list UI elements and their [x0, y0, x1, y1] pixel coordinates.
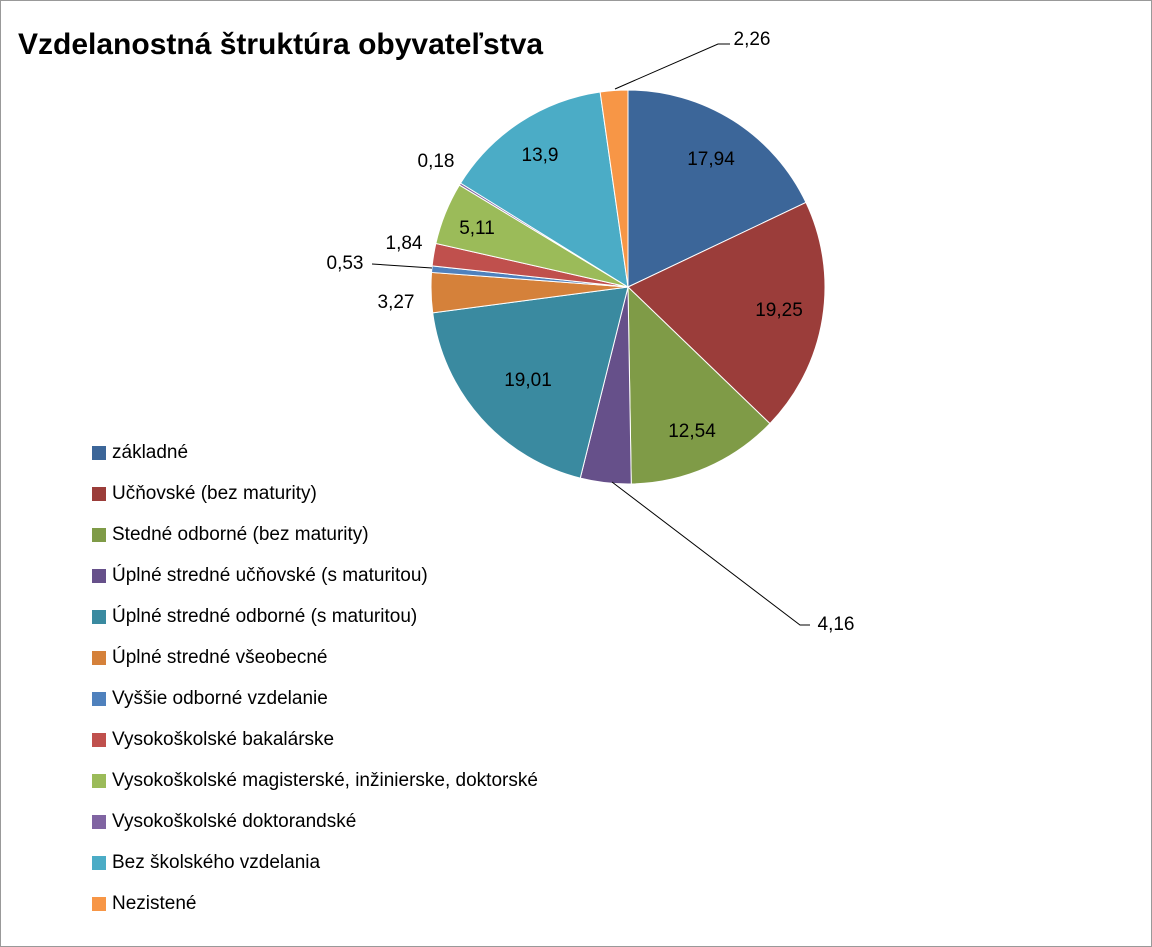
- chart-title: Vzdelanostná štruktúra obyvateľstva: [18, 28, 543, 61]
- pie-slice: [627, 201, 826, 425]
- data-label: 17,94: [687, 149, 735, 170]
- legend-swatch: [92, 774, 106, 788]
- pie-slice: [627, 89, 807, 288]
- legend-label: Stedné odborné (bez maturity): [112, 524, 369, 545]
- pie-slice: [599, 89, 629, 288]
- legend-label: Vysokoškolské magisterské, inžinierske, …: [112, 770, 538, 791]
- leader-line: [614, 43, 730, 90]
- data-label: 13,9: [522, 145, 559, 166]
- legend-swatch: [92, 651, 106, 665]
- legend-label: Vysokoškolské doktorandské: [112, 811, 356, 832]
- data-label: 3,27: [378, 292, 415, 313]
- legend-label: Vyššie odborné vzdelanie: [112, 688, 328, 709]
- legend-label: Vysokoškolské bakalárske: [112, 729, 334, 750]
- legend-swatch: [92, 487, 106, 501]
- legend-label: Úplné stredné odborné (s maturitou): [112, 605, 417, 627]
- pie-slice: [627, 285, 771, 485]
- data-label: 1,84: [386, 233, 423, 254]
- pie-slice: [459, 91, 629, 288]
- legend-swatch: [92, 610, 106, 624]
- data-label: 19,25: [755, 300, 803, 321]
- legend-swatch: [92, 569, 106, 583]
- data-label: 2,26: [734, 29, 771, 50]
- legend-label: Úplné stredné učňovské (s maturitou): [112, 564, 428, 586]
- leader-line: [611, 481, 810, 626]
- legend-swatch: [92, 733, 106, 747]
- legend-label: Úplné stredné všeobecné: [112, 646, 327, 668]
- legend-label: Učňovské (bez maturity): [112, 483, 317, 504]
- pie-slice: [432, 286, 629, 479]
- data-label: 4,16: [818, 614, 855, 635]
- legend-swatch: [92, 692, 106, 706]
- data-label: 19,01: [504, 370, 552, 391]
- data-label: 5,11: [459, 218, 495, 239]
- data-label: 0,18: [418, 151, 455, 172]
- legend-label: základné: [112, 442, 188, 463]
- legend-swatch: [92, 528, 106, 542]
- legend-label: Bez školského vzdelania: [112, 852, 320, 873]
- legend-swatch: [92, 897, 106, 911]
- data-label: 0,53: [327, 253, 364, 274]
- data-label: 12,54: [668, 421, 716, 442]
- legend-swatch: [92, 446, 106, 460]
- leader-line: [371, 263, 433, 269]
- legend-swatch: [92, 856, 106, 870]
- legend-swatch: [92, 815, 106, 829]
- legend-label: Nezistené: [112, 893, 197, 914]
